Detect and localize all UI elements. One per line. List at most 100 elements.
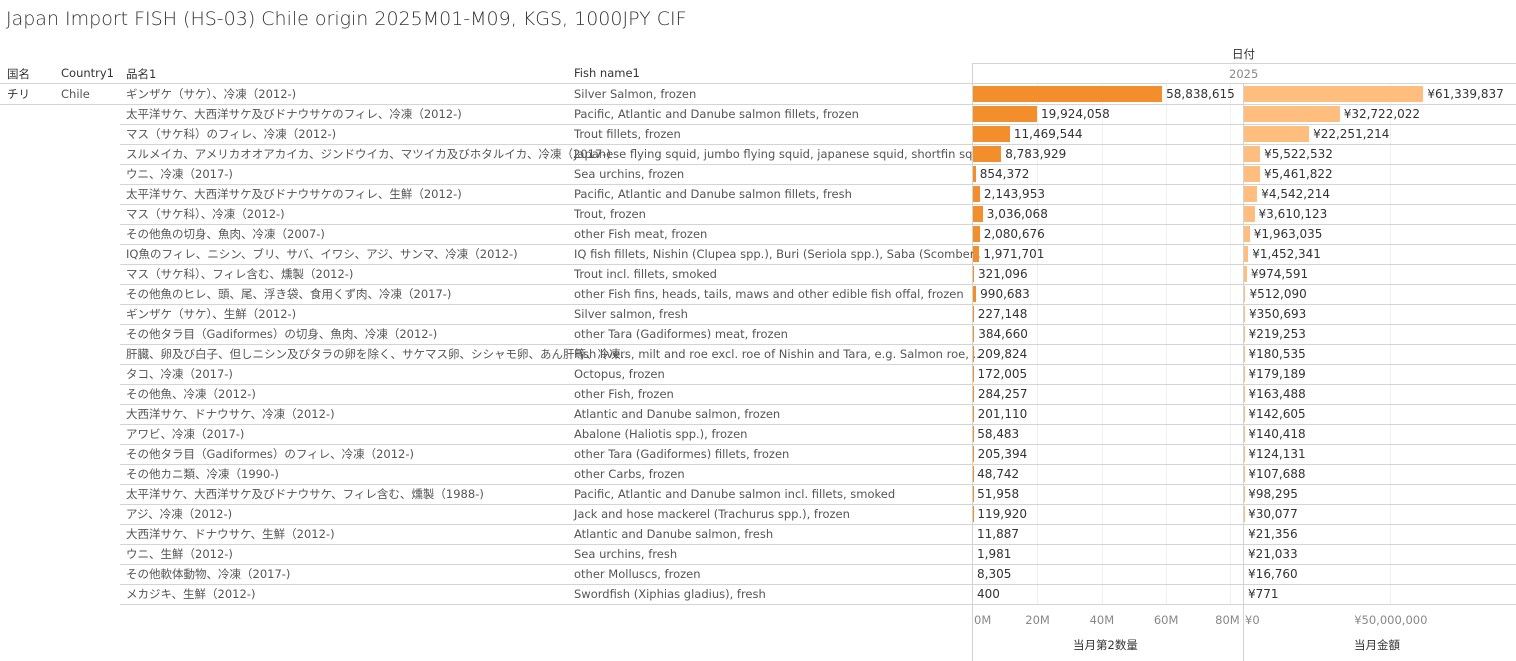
row-divider — [120, 464, 1516, 465]
qty-label: 201,110 — [977, 407, 1028, 421]
header-item[interactable]: 品名1 — [126, 67, 157, 81]
qty-bar — [973, 366, 974, 382]
qty-label: 19,924,058 — [1041, 107, 1110, 121]
amount-label: ¥124,131 — [1248, 447, 1306, 461]
qty-label: 51,958 — [977, 487, 1020, 501]
fish-name-en: Atlantic and Danube salmon, fresh — [574, 527, 774, 541]
qty-bar — [973, 246, 980, 262]
fish-name-en: IQ fish fillets, Nishin (Clupea spp.), B… — [574, 247, 981, 261]
amount-label: ¥179,189 — [1248, 367, 1306, 381]
qty-label: 48,742 — [977, 467, 1020, 481]
amount-axis-tick: ¥50,000,000 — [1354, 613, 1428, 627]
item-name-jp: その他軟体動物、冷凍（2017-) — [126, 567, 291, 581]
row-divider — [120, 564, 1516, 565]
item-name-jp: 肝臓、卵及び白子、但しニシン及びタラの卵を除く、サケマス卵、シシャモ卵、あん肝等… — [126, 347, 628, 361]
header-country[interactable]: 国名 — [7, 67, 30, 81]
qty-label: 227,148 — [977, 307, 1028, 321]
row-divider — [120, 284, 1516, 285]
header-fish-name[interactable]: Fish name1 — [574, 66, 640, 80]
qty-label: 384,660 — [978, 327, 1028, 341]
qty-bar — [973, 106, 1038, 122]
item-name-jp: その他魚、冷凍（2012-) — [126, 387, 256, 401]
qty-label: 11,469,544 — [1013, 127, 1083, 141]
row-divider — [120, 584, 1516, 585]
item-name-jp: アジ、冷凍（2012-) — [126, 507, 233, 521]
item-name-jp: マス（サケ科）、フィレ含む、燻製（2012-) — [126, 267, 354, 281]
fish-name-en: other Fish, frozen — [574, 387, 674, 401]
row-divider — [120, 244, 1516, 245]
qty-label: 321,096 — [978, 267, 1028, 281]
qty-label: 284,257 — [977, 387, 1028, 401]
item-name-jp: その他魚のヒレ、頭、尾、浮き袋、食用くず肉、冷凍（2017-) — [126, 287, 452, 301]
amount-label: ¥140,418 — [1248, 427, 1306, 441]
divider — [1243, 83, 1244, 661]
qty-axis-tick: 60M — [1153, 613, 1179, 627]
amount-bar — [1244, 126, 1310, 142]
qty-bar — [973, 306, 974, 322]
qty-bar — [973, 226, 980, 242]
qty-label: 8,783,929 — [1005, 147, 1067, 161]
row-divider — [120, 364, 1516, 365]
fish-name-en: Pacific, Atlantic and Danube salmon fill… — [574, 107, 859, 121]
row-divider — [120, 544, 1516, 545]
fish-name-en: Sea urchins, frozen — [574, 167, 685, 181]
item-name-jp: ギンザケ（サケ）、冷凍（2012-) — [126, 87, 297, 101]
fish-name-en: Trout incl. fillets, smoked — [574, 267, 717, 281]
row-divider — [120, 384, 1516, 385]
amount-bar — [1244, 146, 1261, 162]
item-name-jp: メカジキ、生鮮（2012-) — [126, 587, 256, 601]
qty-bar — [973, 286, 977, 302]
row-divider — [120, 484, 1516, 485]
page-title: Japan Import FISH (HS-03) Chile origin 2… — [6, 8, 687, 30]
amount-bar — [1244, 106, 1340, 122]
country-cell: チリ — [7, 87, 30, 101]
row-divider — [120, 444, 1516, 445]
item-name-jp: 太平洋サケ、大西洋サケ及びドナウサケのフィレ、冷凍（2012-) — [126, 107, 462, 121]
divider — [972, 63, 973, 661]
item-name-jp: マス（サケ科）のフィレ、冷凍（2012-) — [126, 127, 337, 141]
fish-name-en: Silver salmon, fresh — [574, 307, 688, 321]
qty-axis-tick: 20M — [1025, 613, 1050, 627]
row-divider — [120, 184, 1516, 185]
row-divider — [0, 104, 1516, 105]
amount-label: ¥30,077 — [1248, 507, 1298, 521]
amount-label: ¥512,090 — [1249, 287, 1307, 301]
header-country1[interactable]: Country1 — [61, 66, 115, 80]
fish-name-en: Atlantic and Danube salmon, frozen — [574, 407, 781, 421]
amount-bar — [1244, 206, 1255, 222]
amount-bar — [1244, 86, 1424, 102]
amount-label: ¥1,452,341 — [1252, 247, 1321, 261]
amount-label: ¥32,722,022 — [1343, 107, 1421, 121]
fish-name-en: Octopus, frozen — [574, 367, 665, 381]
qty-bar — [973, 186, 980, 202]
amount-bar — [1244, 226, 1250, 242]
row-divider — [120, 404, 1516, 405]
fish-name-en: other Fish fins, heads, tails, maws and … — [574, 287, 964, 301]
fish-name-en: Pacific, Atlantic and Danube salmon fill… — [574, 187, 852, 201]
amount-label: ¥21,356 — [1248, 527, 1298, 541]
item-name-jp: ウニ、生鮮（2012-) — [126, 547, 233, 561]
fish-name-en: Sea urchins, fresh — [574, 547, 678, 561]
amount-label: ¥771 — [1248, 587, 1279, 601]
fish-name-en: Swordfish (Xiphias gladius), fresh — [574, 587, 766, 601]
qty-label: 400 — [977, 587, 1000, 601]
item-name-jp: マス（サケ科）、冷凍（2012-) — [126, 207, 285, 221]
qty-label: 8,305 — [977, 567, 1012, 581]
fish-name-en: Trout, frozen — [574, 207, 646, 221]
row-divider — [120, 264, 1516, 265]
amount-bar — [1244, 326, 1245, 342]
row-divider — [120, 324, 1516, 325]
fish-name-en: Silver Salmon, frozen — [574, 87, 697, 101]
amount-axis-title: 当月金額 — [1354, 638, 1400, 652]
item-name-jp: その他タラ目（Gadiformes）のフィレ、冷凍（2012-) — [126, 447, 415, 461]
item-name-jp: 大西洋サケ、ドナウサケ、冷凍（2012-) — [126, 407, 335, 421]
amount-label: ¥21,033 — [1248, 547, 1298, 561]
amount-axis-tick: ¥0 — [1245, 613, 1260, 627]
qty-label: 2,143,953 — [983, 187, 1045, 201]
qty-label: 854,372 — [979, 167, 1030, 181]
row-divider — [120, 504, 1516, 505]
fish-name-en: other Molluscs, frozen — [574, 567, 701, 581]
column-header-date: 日付 — [1232, 47, 1255, 61]
qty-bar — [973, 386, 974, 402]
row-divider — [120, 344, 1516, 345]
